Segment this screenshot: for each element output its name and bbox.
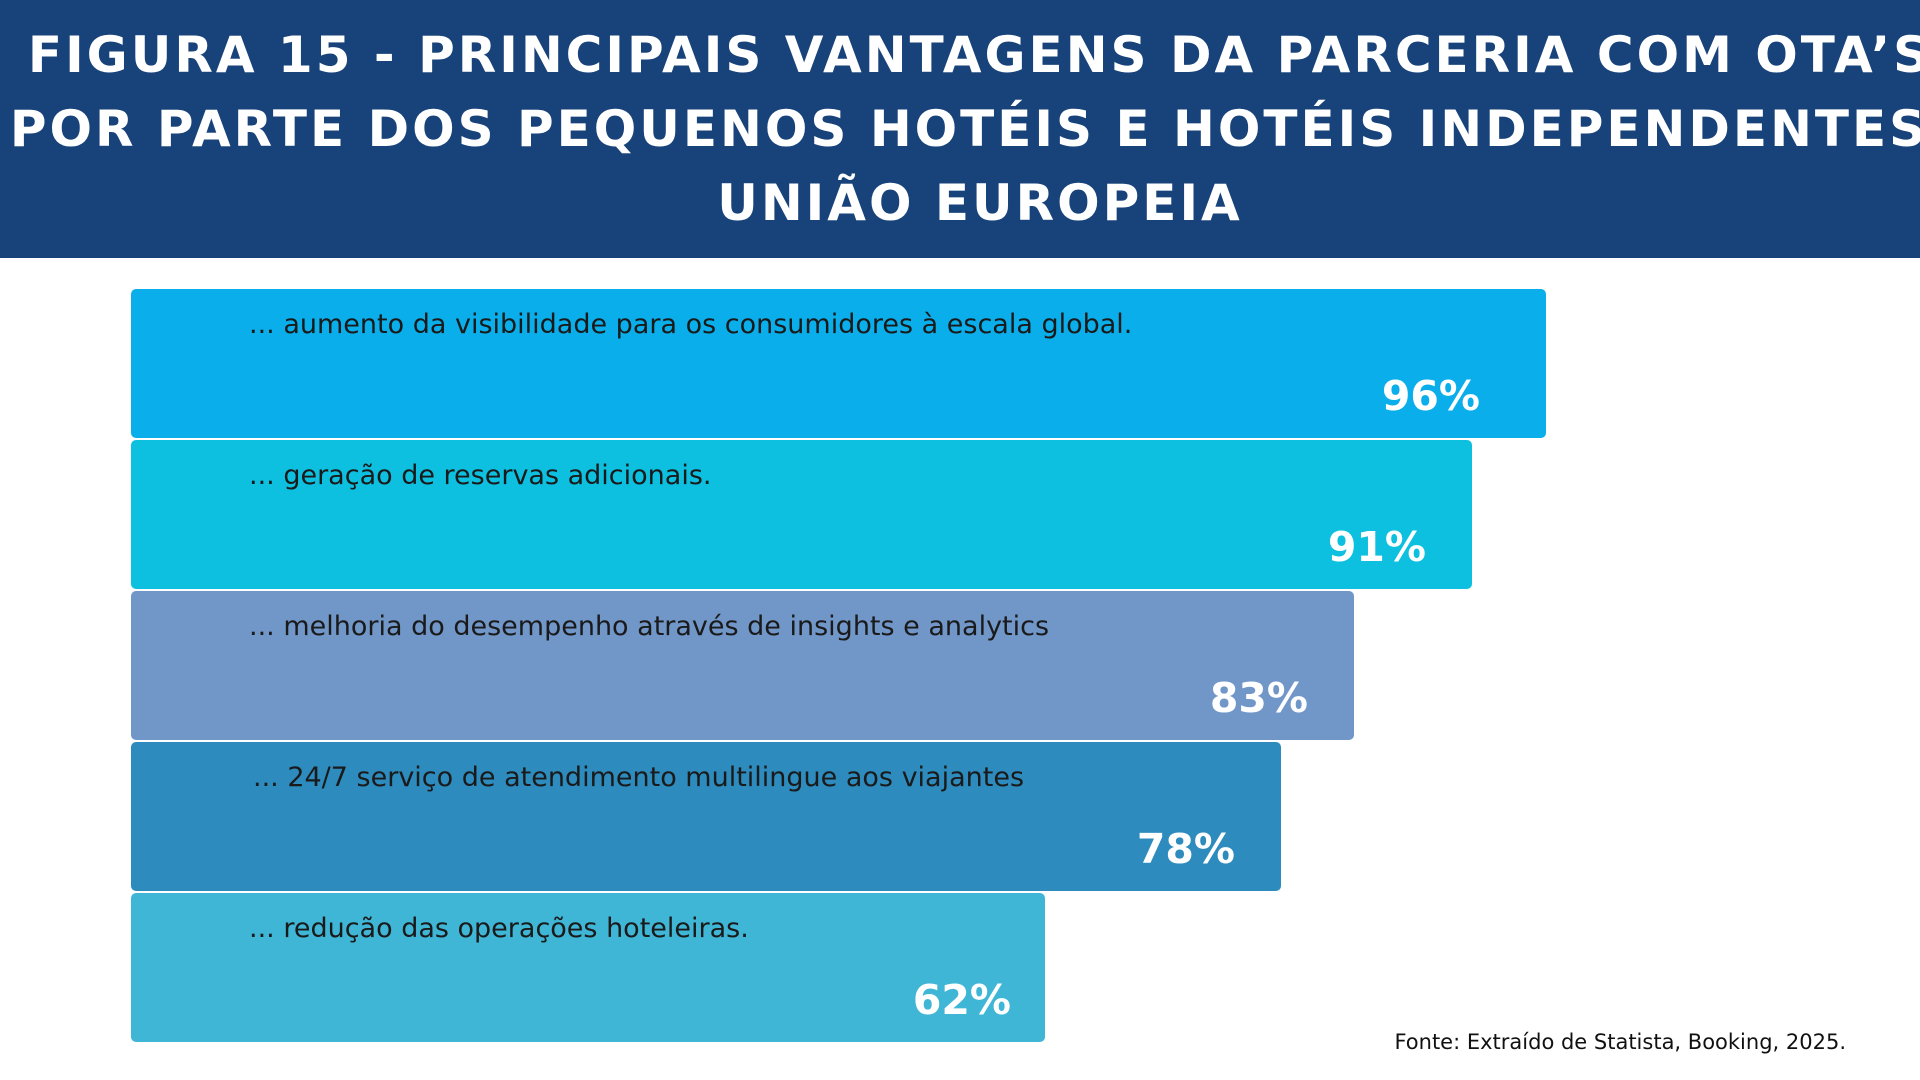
chart-title-line-1: FIGURA 15 - PRINCIPAIS VANTAGENS DA PARC… xyxy=(27,26,1920,84)
bar-value-label: 78% xyxy=(1136,825,1235,873)
bar-value-label: 91% xyxy=(1327,523,1426,571)
source-note: Fonte: Extraído de Statista, Booking, 20… xyxy=(1394,1030,1846,1054)
bar-category-label: ... aumento da visibilidade para os cons… xyxy=(249,309,1133,340)
bar-value-label: 83% xyxy=(1209,674,1308,722)
bar-value-label: 62% xyxy=(912,976,1011,1024)
chart-title-line-3: UNIÃO EUROPEIA xyxy=(717,174,1243,232)
bar-4: ... 24/7 serviço de atendimento multilin… xyxy=(131,742,1281,891)
chart-title-line-2: POR PARTE DOS PEQUENOS HOTÉIS E HOTÉIS I… xyxy=(9,100,1920,158)
title-banner: FIGURA 15 - PRINCIPAIS VANTAGENS DA PARC… xyxy=(0,0,1920,258)
bar-3: ... melhoria do desempenho através de in… xyxy=(131,591,1354,740)
bar-5: ... redução das operações hoteleiras. 62% xyxy=(131,893,1045,1042)
bar-value-label: 96% xyxy=(1381,372,1480,420)
bar-category-label: ... geração de reservas adicionais. xyxy=(249,460,712,491)
bar-category-label: ... melhoria do desempenho através de in… xyxy=(249,611,1050,642)
bar-category-label: ... 24/7 serviço de atendimento multilin… xyxy=(253,762,1025,793)
bar-1: ... aumento da visibilidade para os cons… xyxy=(131,289,1546,438)
bar-2: ... geração de reservas adicionais. 91% xyxy=(131,440,1472,589)
bar-category-label: ... redução das operações hoteleiras. xyxy=(249,913,749,944)
